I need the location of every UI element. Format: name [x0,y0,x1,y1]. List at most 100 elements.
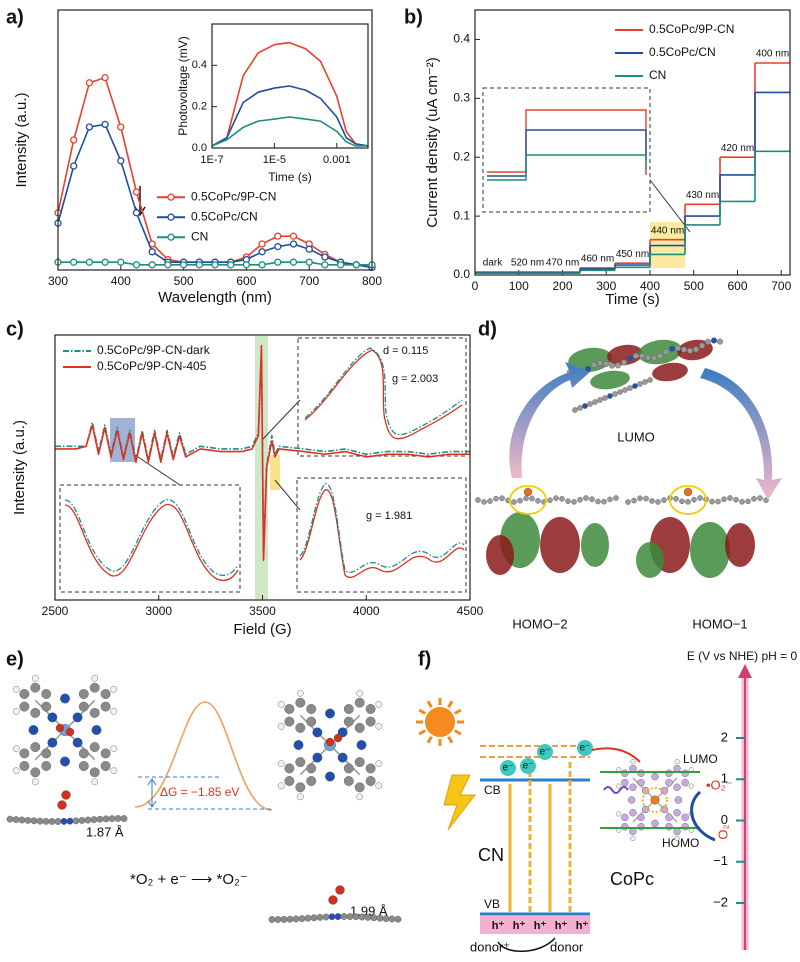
series-line [211,116,368,147]
atom [547,497,553,504]
atom [78,761,89,771]
orbital-lobe [725,523,755,567]
atom [674,759,680,765]
atom [90,816,98,824]
atom [665,769,673,777]
atom [617,389,623,395]
atom [91,778,99,786]
atom [24,817,32,824]
atom [602,395,608,401]
atom [681,823,689,831]
atom [277,700,285,708]
atom [12,767,20,775]
atom [335,885,345,895]
atom [757,495,763,501]
atom [286,915,294,923]
atom [72,737,83,748]
data-point [305,258,313,266]
atom [89,682,100,693]
atom [607,496,613,503]
sun-ray [447,735,454,744]
y-tick-label: 0.0 [192,142,207,154]
data-point [336,261,345,269]
atom [642,379,648,385]
inset-trace [299,489,465,578]
orbital-lobe [540,517,580,573]
axis-arrowhead [738,664,752,678]
sun-ray [453,729,462,736]
y-tick-label: 0.0 [453,267,470,281]
y-tick-label: 0.4 [453,32,470,46]
atom [697,495,703,501]
atom [601,498,607,505]
atom [637,813,645,822]
atom [627,355,634,362]
axis-tick-label: −2 [713,894,728,909]
electron [537,744,553,760]
atom [89,767,100,778]
atom [651,772,659,781]
sun-ray [426,735,433,744]
atom [293,740,304,750]
x-axis-label: Time (s) [268,170,312,184]
energy-arrow [147,778,157,808]
atom [28,725,39,735]
atom [673,808,681,817]
level-label: LUMO [683,752,718,766]
atom [475,497,481,503]
x-tick-label: 800 [362,274,382,288]
atom [60,693,70,704]
x-tick-label: 4500 [457,604,484,618]
x-tick-label: 300 [596,279,616,293]
y-axis-label: Intensity (a.u.) [11,420,28,515]
atom [89,707,100,718]
atom [595,498,601,505]
x-tick-label: 200 [552,279,572,293]
atom [675,345,682,352]
atom [571,499,577,505]
sun [425,707,455,737]
atom [651,819,659,828]
series-line [55,344,470,562]
atom [613,495,619,501]
hole-label: h⁺ [576,920,589,932]
atom [529,495,535,502]
atom [637,823,645,831]
data-point [258,240,266,248]
data-point [85,79,94,87]
orbital-label: LUMO [617,429,655,444]
atom [91,725,102,735]
inset-box [297,337,467,457]
atom [370,914,378,922]
atom [47,712,58,723]
orbital-label: HOMO−2 [512,616,567,631]
atom [337,752,348,763]
atom [354,697,365,708]
data-point [242,261,251,269]
donor-label: donor⁺ [470,939,510,954]
x-tick-label: 4000 [353,604,380,618]
atom [365,776,376,786]
atom [645,354,652,361]
atom [589,496,595,502]
inset-background [172,16,370,188]
atom [523,487,533,497]
atom [280,916,288,923]
orbital-lobe [690,522,730,578]
x-tick-label: 1E-7 [200,154,223,166]
data-point [85,123,94,131]
inset-trace [304,347,463,436]
transition-arrow [509,362,590,478]
atom [587,401,593,407]
level-label: HOMO [662,836,699,850]
atom [304,914,312,922]
data-point [289,240,298,248]
atom [627,385,633,391]
data-point [148,248,156,256]
atom [277,722,285,730]
atom [745,498,751,505]
atom [685,499,691,505]
atom [572,407,578,413]
atom [120,815,128,822]
atom [66,817,74,825]
